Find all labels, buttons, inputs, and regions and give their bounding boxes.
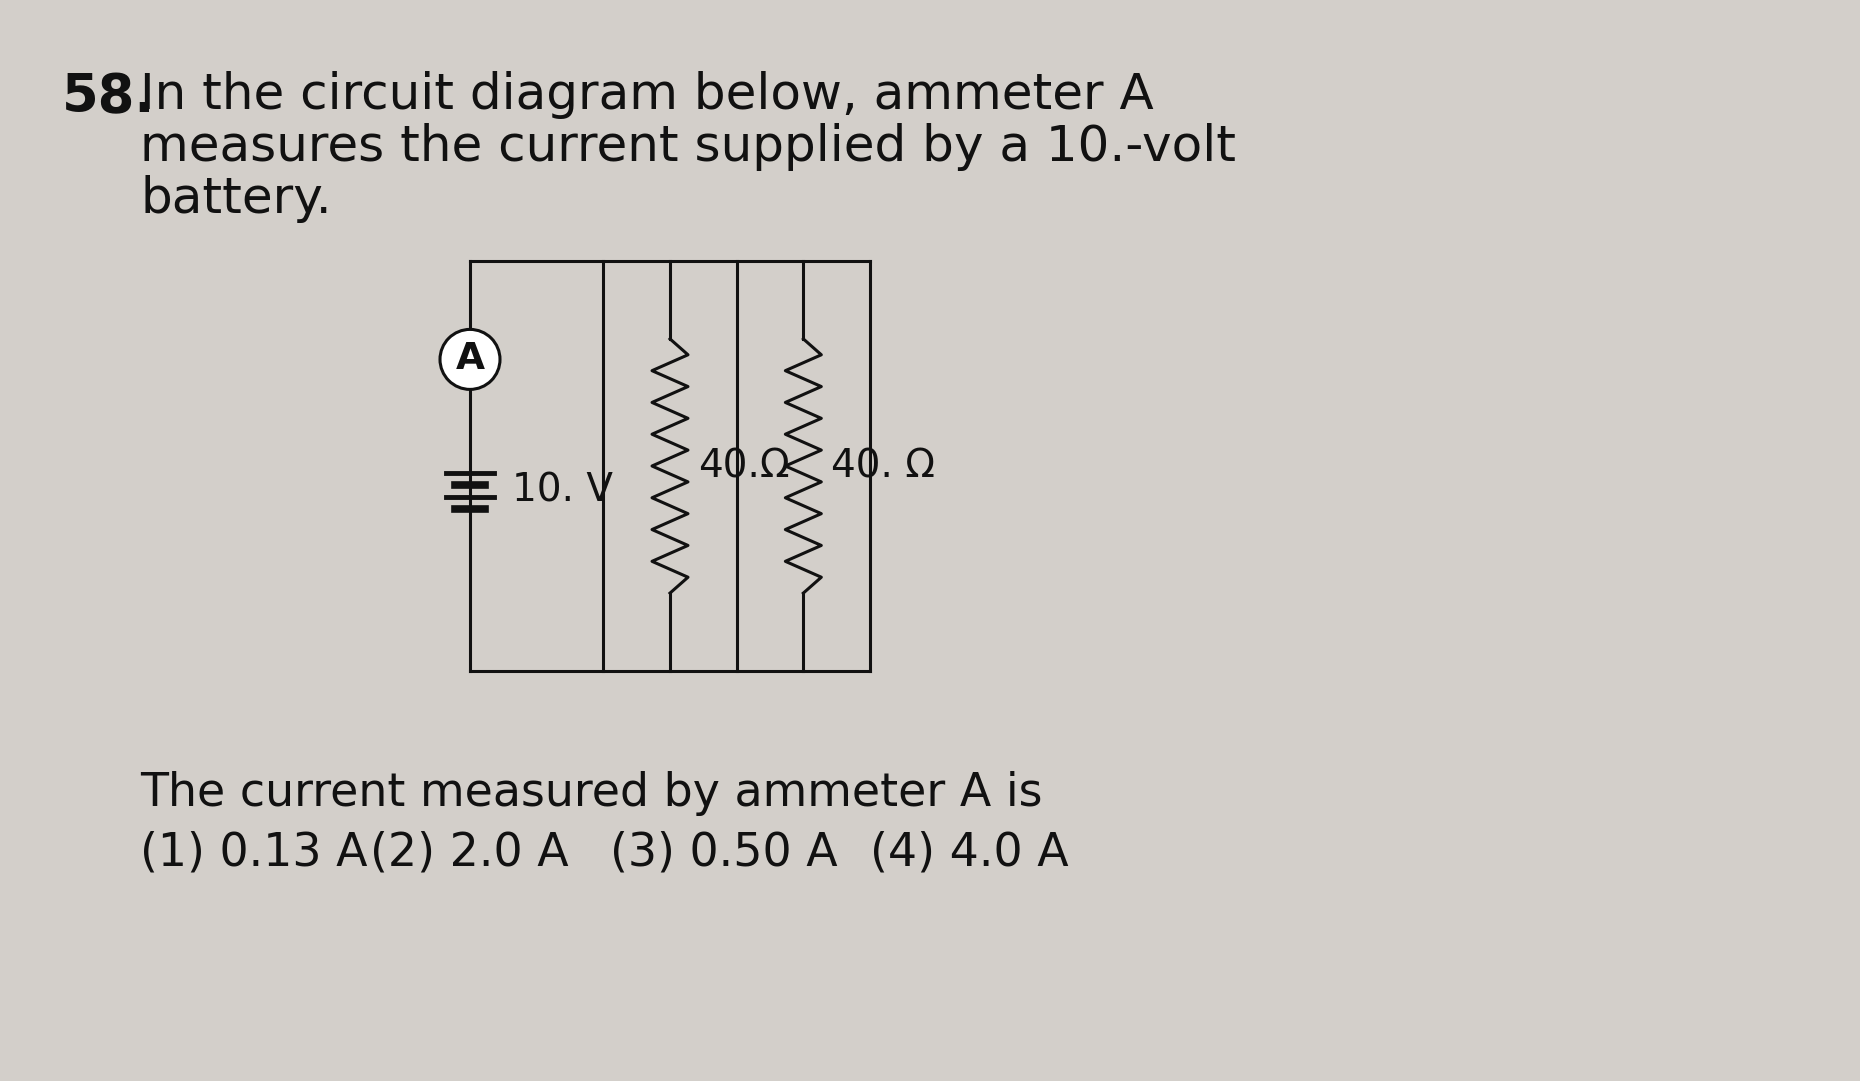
Text: measures the current supplied by a 10.-volt: measures the current supplied by a 10.-v… xyxy=(140,123,1237,171)
Text: 40. Ω: 40. Ω xyxy=(831,448,936,485)
Text: (2) 2.0 A: (2) 2.0 A xyxy=(370,831,569,876)
Text: (3) 0.50 A: (3) 0.50 A xyxy=(610,831,837,876)
Circle shape xyxy=(441,330,500,389)
Text: 58.: 58. xyxy=(61,71,156,123)
Text: 40.Ω: 40.Ω xyxy=(698,448,790,485)
Text: A: A xyxy=(456,342,484,377)
Text: (4) 4.0 A: (4) 4.0 A xyxy=(870,831,1070,876)
Text: (1) 0.13 A: (1) 0.13 A xyxy=(140,831,368,876)
Text: In the circuit diagram below, ammeter A: In the circuit diagram below, ammeter A xyxy=(140,71,1153,119)
Text: battery.: battery. xyxy=(140,175,331,223)
Text: 10. V: 10. V xyxy=(512,471,614,509)
Text: The current measured by ammeter A is: The current measured by ammeter A is xyxy=(140,771,1042,816)
